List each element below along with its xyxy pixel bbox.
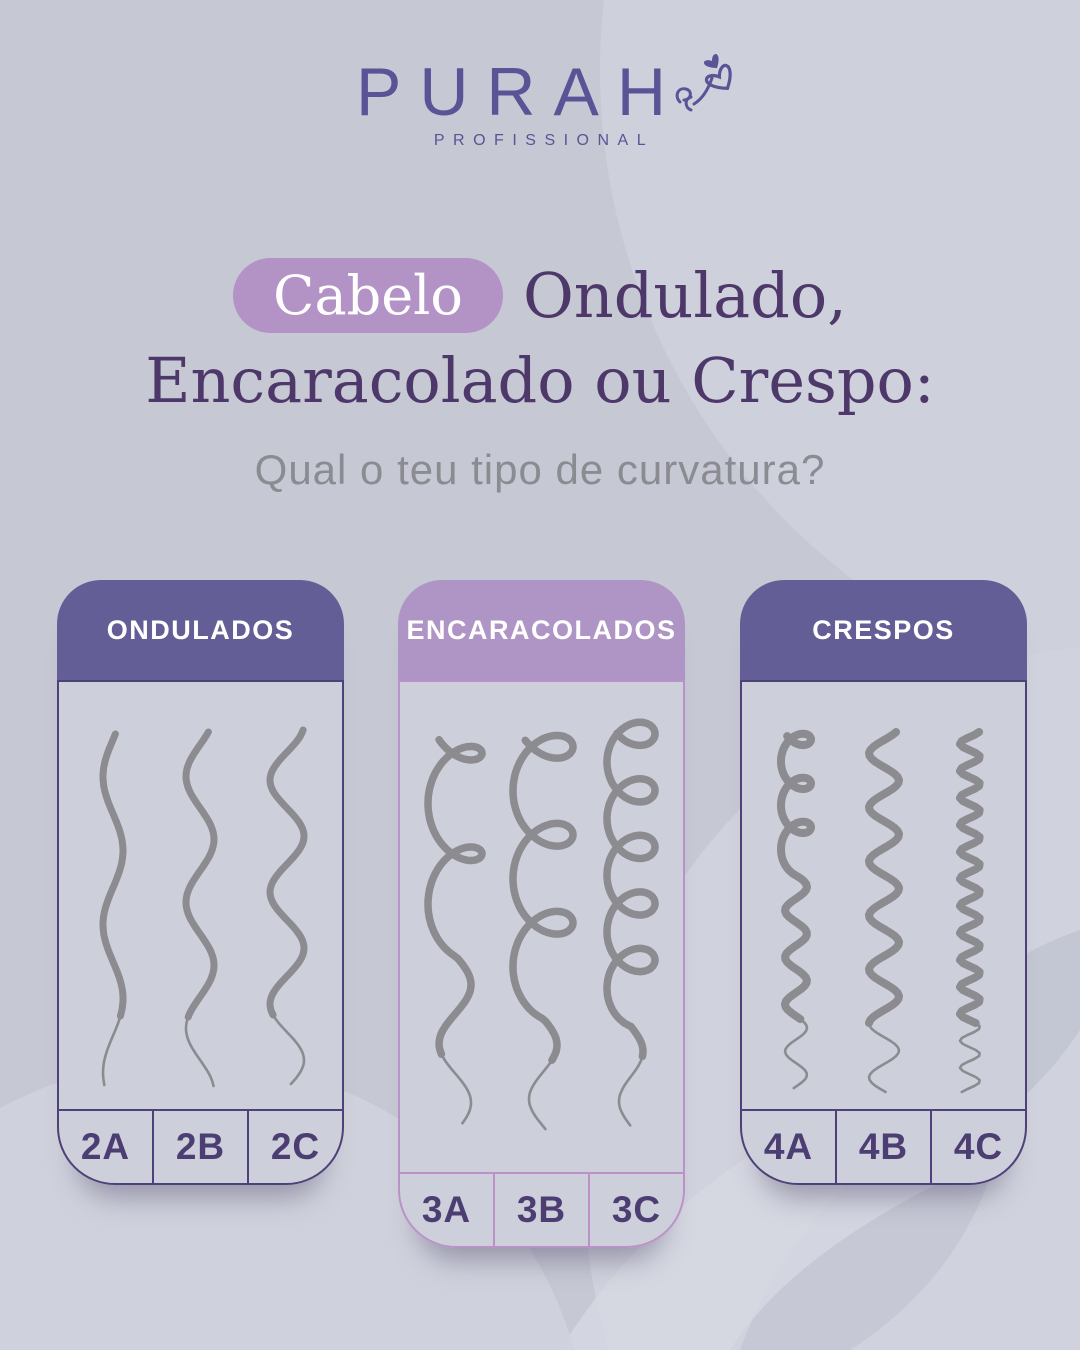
hair-strand-2b-tip: [184, 1015, 215, 1088]
card-encaracolados-type-strip: 3A 3B 3C: [400, 1172, 683, 1246]
hair-strand-3a: [424, 736, 486, 1058]
card-ondulados-type-strip: 2A 2B 2C: [59, 1109, 342, 1183]
card-ondulados-body: 2A 2B 2C: [57, 680, 344, 1185]
hair-strand-3c: [603, 718, 659, 1061]
type-label-4b: 4B: [835, 1111, 930, 1183]
curly-hair-strands-illustration: [424, 718, 659, 1131]
type-label-2a: 2A: [80, 1126, 131, 1167]
subtitle-question: Qual o teu tipo de curvatura?: [254, 445, 826, 493]
hair-strand-4a-tip: [783, 1017, 809, 1090]
hair-strand-2a-tip: [101, 1014, 122, 1087]
butterfly-icon: [675, 54, 732, 112]
hair-strand-2a: [99, 730, 127, 1020]
hair-strand-2c: [266, 726, 308, 1019]
brand-logo: PURAH PROFISSIONAL: [0, 54, 1080, 150]
hair-strand-3b-tip: [527, 1058, 554, 1131]
title-block: Cabelo Ondulado, Encaracolado ou Crespo:…: [0, 258, 1080, 494]
hair-strand-4b: [865, 728, 903, 1027]
card-crespos-body: 4A 4B 4C: [740, 680, 1027, 1185]
title-line1-text: Ondulado,: [522, 258, 847, 332]
wavy-hair-strands-illustration: [99, 726, 308, 1088]
card-encaracolados: ENCARACOLADOS 3A 3B 3C: [398, 580, 685, 1248]
hair-strand-3a-tip: [440, 1052, 473, 1125]
title-highlight-pill: Cabelo: [233, 258, 503, 334]
hair-strand-4c-tip: [958, 1021, 981, 1094]
card-encaracolados-body: 3A 3B 3C: [398, 680, 685, 1248]
type-label-2c: 2C: [247, 1111, 342, 1183]
type-label-3b: 3B: [493, 1174, 588, 1246]
card-crespos-type-strip: 4A 4B 4C: [742, 1109, 1025, 1183]
hair-strand-3b: [509, 731, 577, 1064]
type-label-3a: 3A: [421, 1189, 472, 1230]
coily-hair-strands-illustration: [777, 728, 984, 1094]
hair-strand-2c-tip: [271, 1013, 306, 1086]
brand-tagline: PROFISSIONAL: [433, 132, 655, 149]
title-line2-text: Encaracolado ou Crespo:: [145, 344, 935, 418]
hair-strand-3c-tip: [617, 1055, 644, 1127]
hair-strand-4b-tip: [867, 1021, 901, 1094]
brand-wordmark: PURAH: [355, 54, 685, 130]
type-label-2b: 2B: [152, 1111, 247, 1183]
card-ondulados-header: ONDULADOS: [57, 580, 344, 680]
hair-strand-2b: [182, 728, 218, 1021]
hair-strand-4c: [956, 728, 984, 1027]
card-encaracolados-header: ENCARACOLADOS: [398, 580, 685, 680]
type-label-4c: 4C: [930, 1111, 1025, 1183]
card-ondulados: ONDULADOS 2A 2B 2C: [57, 580, 344, 1185]
type-label-3c: 3C: [588, 1174, 683, 1246]
hair-strand-4a: [777, 729, 815, 1024]
card-crespos: CRESPOS 4A 4B 4C: [740, 580, 1027, 1185]
card-crespos-header: CRESPOS: [740, 580, 1027, 680]
type-label-4a: 4A: [763, 1126, 814, 1167]
